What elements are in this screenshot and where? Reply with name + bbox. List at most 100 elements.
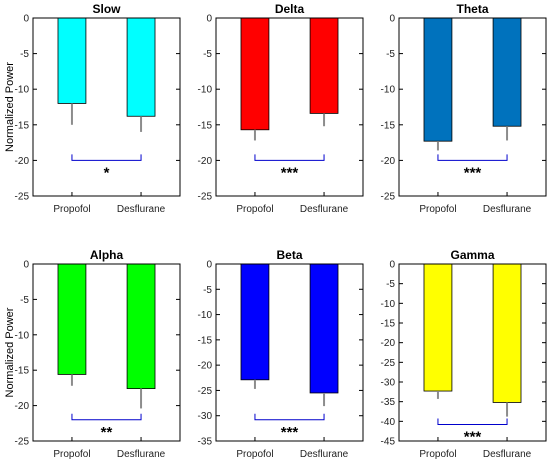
axes-box [32, 263, 181, 442]
y-tick-label: -15 [381, 319, 396, 330]
panel-alpha: ** 0 -5 -10 -15 -20 -25 Propofol Desflurane Alpha… [4, 248, 181, 460]
x-tick-label-propofol: Propofol [419, 204, 456, 215]
y-tick-label: -20 [15, 156, 30, 167]
bar-desflurane [309, 263, 339, 394]
y-tick-label: -10 [198, 85, 213, 96]
y-tick-label: 0 [23, 260, 29, 271]
bar-propofol [240, 263, 270, 381]
y-tick-label: -20 [198, 156, 213, 167]
significance-label: ** [101, 424, 113, 441]
y-tick-label: -40 [381, 417, 396, 428]
y-tick-label: 0 [206, 260, 212, 271]
bar-desflurane [309, 17, 339, 114]
y-tick-label: 0 [389, 260, 395, 271]
y-tick-label: -45 [381, 437, 396, 448]
panel-beta: *** 0 -5 -10 -15 -20 -25 -30 -35 Propofol Desflura… [198, 248, 364, 460]
x-tick-label-propofol: Propofol [236, 204, 273, 215]
y-tick-label: 0 [389, 14, 395, 25]
panel-gamma: *** 0 -5 -10 -15 -20 -25 -30 -35 -40 -45 Propofol De… [381, 248, 547, 460]
x-tick-label-desflurane: Desflurane [483, 204, 532, 215]
y-tick-label: -25 [381, 358, 396, 369]
y-axis-label: Normalized Power [4, 307, 16, 397]
significance-bracket [437, 418, 508, 425]
y-tick-label: -20 [15, 401, 30, 412]
x-tick-label-propofol: Propofol [236, 449, 273, 460]
bar-propofol [423, 263, 453, 392]
x-tick-label-propofol: Propofol [53, 204, 90, 215]
panel-slow: * 0 -5 -10 -15 -20 -25 Propofol Desflurane Slow No… [4, 2, 181, 215]
y-tick-label: -20 [381, 338, 396, 349]
y-tick-label: -15 [381, 120, 396, 131]
y-tick-label: -15 [15, 120, 30, 131]
axes-box [398, 17, 547, 197]
y-tick-label: -15 [15, 366, 30, 377]
significance-bracket [71, 154, 142, 161]
bar-propofol [57, 263, 87, 375]
axes-box [215, 17, 364, 197]
significance-label: *** [281, 164, 299, 181]
y-tick-label: -25 [198, 192, 213, 203]
panel-title: Theta [456, 2, 488, 16]
bar-desflurane [492, 17, 522, 127]
x-tick-label-propofol: Propofol [53, 449, 90, 460]
significance-label: *** [464, 428, 482, 445]
bar-desflurane [126, 263, 156, 390]
x-tick-label-desflurane: Desflurane [300, 449, 349, 460]
y-tick-label: -25 [381, 192, 396, 203]
y-tick-label: -10 [15, 330, 30, 341]
x-tick-label-desflurane: Desflurane [483, 449, 532, 460]
y-tick-label: 0 [23, 14, 29, 25]
significance-bracket [254, 154, 325, 161]
y-tick-label: -15 [198, 335, 213, 346]
y-tick-label: -35 [381, 397, 396, 408]
x-tick-label-desflurane: Desflurane [117, 204, 166, 215]
y-tick-label: -25 [15, 192, 30, 203]
panel-theta: *** 0 -5 -10 -15 -20 -25 Propofol Desflurane Thet… [381, 2, 547, 215]
significance-bracket [254, 413, 325, 421]
panel-title: Gamma [450, 248, 494, 262]
bar-propofol [423, 17, 453, 142]
y-tick-label: -20 [198, 361, 213, 372]
significance-label: *** [281, 424, 299, 441]
y-tick-label: -5 [386, 279, 395, 290]
panel-title: Delta [275, 2, 305, 16]
y-tick-label: -10 [15, 85, 30, 96]
axes-box [215, 263, 364, 442]
bar-chart-panels: * 0 -5 -10 -15 -20 -25 Propofol Desflurane Slow No… [4, 2, 547, 460]
y-axis-label: Normalized Power [4, 62, 16, 152]
y-tick-label: -5 [20, 295, 29, 306]
panel-title: Alpha [90, 248, 124, 262]
panel-title: Beta [276, 248, 302, 262]
y-tick-label: -25 [198, 386, 213, 397]
y-tick-label: -25 [15, 437, 30, 448]
significance-bracket [71, 413, 142, 421]
y-tick-label: -5 [20, 49, 29, 60]
axes-box [398, 263, 547, 442]
y-tick-label: -10 [381, 299, 396, 310]
significance-bracket [437, 154, 508, 161]
axes-box [32, 17, 181, 197]
x-tick-label-desflurane: Desflurane [300, 204, 349, 215]
y-tick-label: -15 [198, 120, 213, 131]
bar-desflurane [492, 263, 522, 403]
y-tick-label: -5 [203, 285, 212, 296]
y-tick-label: -10 [198, 310, 213, 321]
panel-delta: *** 0 -5 -10 -15 -20 -25 Propofol Desflurane Delt… [198, 2, 364, 215]
y-tick-label: -30 [381, 378, 396, 389]
bar-desflurane [126, 17, 156, 117]
y-tick-label: -35 [198, 437, 213, 448]
panel-title: Slow [92, 2, 121, 16]
y-tick-label: 0 [206, 14, 212, 25]
significance-label: *** [464, 164, 482, 181]
x-tick-label-propofol: Propofol [419, 449, 456, 460]
y-tick-label: -10 [381, 85, 396, 96]
y-tick-label: -30 [198, 411, 213, 422]
bar-propofol [57, 17, 87, 104]
x-tick-label-desflurane: Desflurane [117, 449, 166, 460]
y-tick-label: -5 [203, 49, 212, 60]
y-tick-label: -20 [381, 156, 396, 167]
bar-propofol [240, 17, 270, 131]
significance-label: * [104, 164, 110, 181]
y-tick-label: -5 [386, 49, 395, 60]
